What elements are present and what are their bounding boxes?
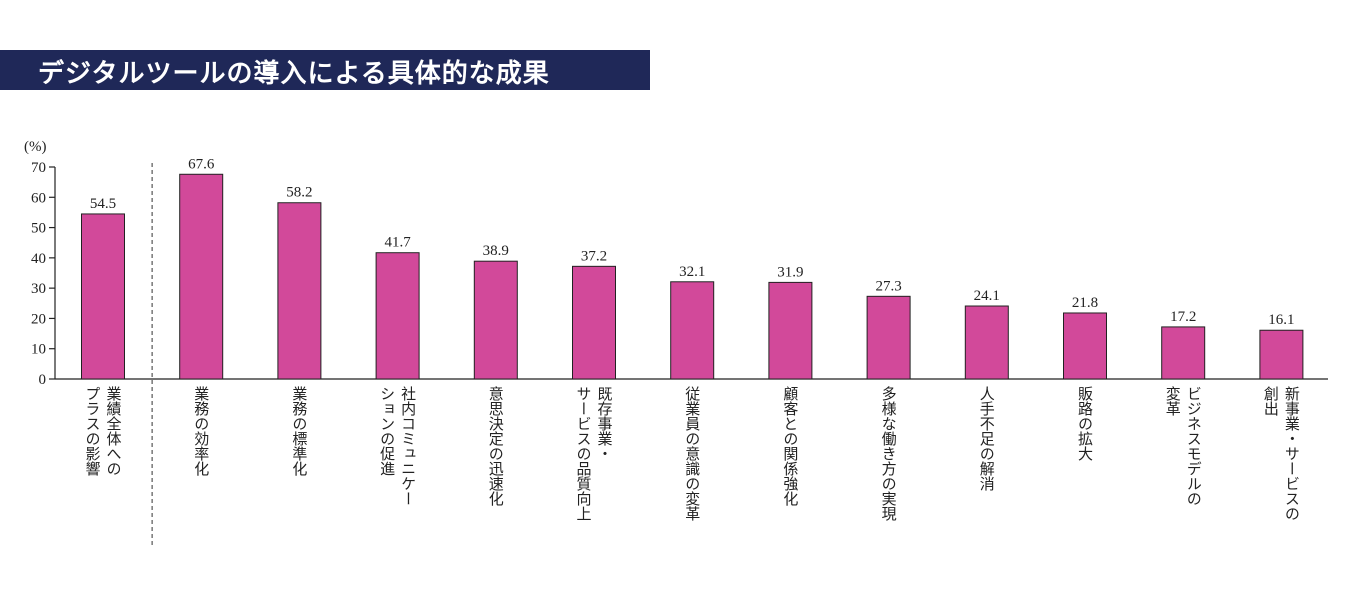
category-label: プラスの影響 xyxy=(84,386,102,477)
bar-value-label: 54.5 xyxy=(90,196,116,212)
bar-value-label: 27.3 xyxy=(875,278,901,294)
bar-value-label: 38.9 xyxy=(483,243,509,259)
y-tick-label: 20 xyxy=(31,311,46,327)
bar-value-label: 24.1 xyxy=(974,288,1000,304)
bar xyxy=(572,265,616,380)
y-tick-label: 40 xyxy=(31,251,46,267)
y-tick-label: 70 xyxy=(31,160,46,176)
category-label: ビジネスモデルの xyxy=(1185,386,1203,506)
category-label: 意思決定の迅速化 xyxy=(487,385,505,506)
category-label: 社内コミュニケー xyxy=(399,386,417,506)
category-label: 創出 xyxy=(1262,386,1280,416)
y-tick-label: 30 xyxy=(31,281,46,297)
bar xyxy=(1259,329,1304,380)
category-label: 販路の拡大 xyxy=(1076,386,1094,461)
bar-value-label: 58.2 xyxy=(286,185,312,201)
category-label: 顧客との関係強化 xyxy=(781,386,799,506)
y-axis-unit: (%) xyxy=(24,139,47,155)
bar-value-label: 31.9 xyxy=(777,264,803,280)
bar-value-label: 32.1 xyxy=(679,264,705,280)
bar xyxy=(866,295,911,380)
bar xyxy=(81,213,125,380)
category-label: 多様な働き方の実現 xyxy=(880,386,898,522)
bar-value-label: 16.1 xyxy=(1268,312,1294,328)
category-label: 変革 xyxy=(1164,386,1182,416)
category-label: 従業員の意識の変革 xyxy=(683,386,701,521)
category-label: 新事業・サービスの xyxy=(1283,386,1301,521)
category-label: 業務の効率化 xyxy=(192,386,210,476)
bar-value-label: 17.2 xyxy=(1170,309,1196,325)
bar xyxy=(1063,312,1107,380)
title-bar: デジタルツールの導入による具体的な成果 xyxy=(0,50,650,90)
y-tick-label: 50 xyxy=(31,221,46,237)
y-tick-label: 10 xyxy=(31,342,46,358)
y-tick-label: 0 xyxy=(39,372,47,388)
y-tick-label: 60 xyxy=(31,190,46,206)
bar xyxy=(964,305,1009,380)
category-label: ションの促進 xyxy=(378,386,396,476)
chart-title: デジタルツールの導入による具体的な成果 xyxy=(38,59,550,89)
category-label: 業務の標準化 xyxy=(290,386,308,476)
category-label: 既存事業・ xyxy=(596,386,614,461)
bar xyxy=(277,202,322,380)
bar-value-label: 67.6 xyxy=(188,156,215,172)
bar xyxy=(375,252,420,380)
bar xyxy=(1161,326,1206,380)
bar-value-label: 21.8 xyxy=(1072,295,1098,311)
bar xyxy=(179,173,224,380)
category-label: 業績全体への xyxy=(105,386,123,476)
bar xyxy=(473,260,518,380)
bar xyxy=(670,281,715,380)
bar-value-label: 37.2 xyxy=(581,248,607,264)
category-label: サービスの品質向上 xyxy=(575,386,593,521)
category-label: 人手不足の解消 xyxy=(978,386,996,492)
bar-value-label: 41.7 xyxy=(384,235,411,251)
bar xyxy=(768,281,813,380)
